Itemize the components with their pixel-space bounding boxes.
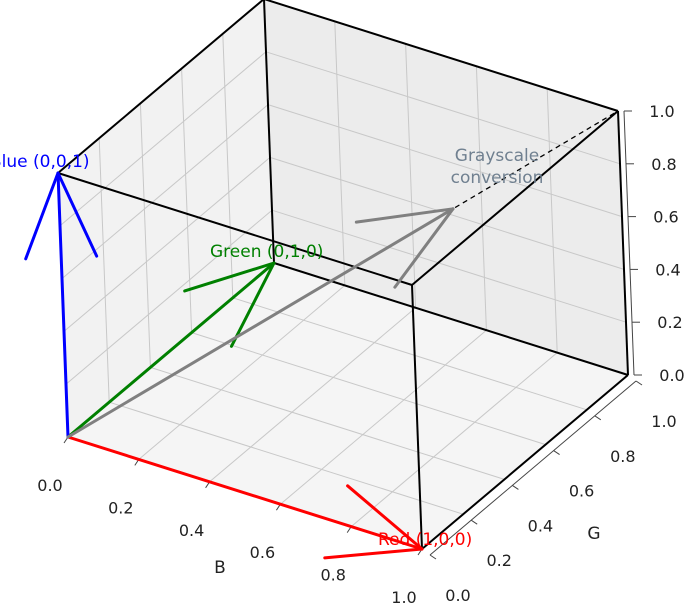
cube-edge [411,284,423,550]
cube-edge [263,0,619,112]
cube-edge [57,0,265,174]
grid-line [109,401,464,515]
vector-head [393,207,455,289]
pane-floor [68,263,628,549]
b-tick-label: 0.8 [320,566,345,585]
axis-panes [58,0,628,549]
grid-line [222,33,234,298]
vector-blue [24,171,99,439]
grid-line [350,352,558,527]
z-tick-label: 0.2 [657,313,682,332]
grid-line [475,66,487,331]
vector-head [183,261,276,293]
g-tick-label: 1.0 [651,412,676,431]
g-tick [470,519,478,525]
grid-line [61,104,269,279]
b-tick-label: 0.0 [37,476,62,495]
vector-head [354,207,455,224]
grid-line [65,209,273,385]
vector-shaft [56,171,70,439]
grid-line [267,104,623,218]
g-tick-label: 0.2 [486,551,511,570]
z-tick-label: 0.4 [655,260,680,279]
vector-green [66,261,276,439]
vector-head [323,547,424,560]
grayscale-annotation-line: Grayscale [455,146,539,166]
vector-shaft [66,261,276,439]
g-tick [594,415,602,421]
axis-ticks: 0.0 0.2 0.4 0.6 0.8 1.0 0.0 0.2 0.4 0.6 0.8 1.0 0.0 0… [37,102,684,607]
cube-edge [411,110,619,286]
grid-line [546,88,558,353]
g-tick [512,484,519,490]
annotation-labels: Red (1,0,0) Green (0,1,0) Blue (0,0,1) Gray… [0,146,543,550]
g-axis-line [429,380,637,556]
g-tick [635,380,643,386]
grid-line [191,332,546,446]
grid-line [334,21,346,286]
g-tick [429,554,437,560]
grid-line [150,366,505,480]
grayscale-annotation: Grayscale conversion [451,146,544,188]
vectors [24,110,619,560]
grid-line [138,285,346,460]
g-tick-label: 0.6 [569,482,594,501]
z-tick-label: 1.0 [649,102,674,121]
g-axis-label: G [587,524,600,544]
vector-shaft [66,207,455,439]
pane-bz-0 [58,0,274,437]
grid-line [139,103,151,368]
g-tick-label: 0.0 [445,586,470,605]
g-tick-label: 0.4 [528,516,553,535]
grid-line [209,307,416,483]
vector-red [66,435,424,560]
vector-head [346,484,424,551]
g-tick-label: 0.8 [610,447,635,466]
vector-gray [66,207,455,439]
vector-head [24,171,60,261]
cube-edge [421,374,629,550]
b-tick-label: 0.6 [250,543,275,562]
grid-line [98,138,110,403]
b-tick-label: 0.4 [179,521,204,540]
grid-line [63,157,271,332]
grid-line [59,51,267,227]
z-tick-label: 0.0 [659,366,684,385]
z-tick-label: 0.8 [651,155,676,174]
vector-label: Blue (0,0,1) [0,152,90,172]
pane-g-1 [264,0,628,375]
g-tick [553,450,560,456]
vector-label: Green (0,1,0) [210,242,323,262]
grayscale-annotation-line: conversion [451,168,544,188]
grid-line [271,209,627,323]
b-tick-label: 1.0 [391,588,416,607]
vector-head [229,261,276,348]
vector-label: Red (1,0,0) [378,530,472,550]
b-tick-label: 0.2 [108,498,133,517]
b-axis-label: B [214,558,226,578]
grid-line [280,329,487,505]
vector-shaft [66,435,424,551]
cube-edge [263,0,275,264]
z-tick-label: 0.6 [653,208,678,227]
vector-head [56,171,99,258]
z-axis-line [623,110,635,376]
grid-line [232,297,587,411]
cube-edge [617,110,629,376]
grid-line [265,51,621,165]
